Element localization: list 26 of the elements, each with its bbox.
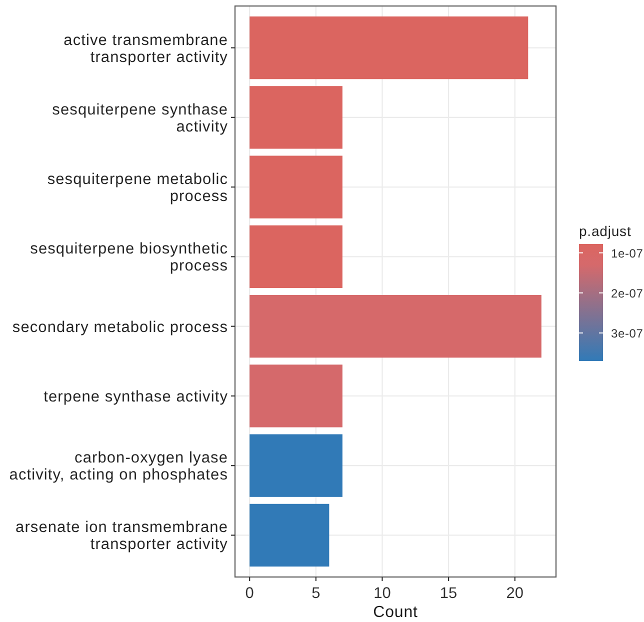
color-bar-label: 1e-07 xyxy=(611,246,644,260)
y-tick-label: sesquiterpene metabolic process xyxy=(47,171,228,206)
bar xyxy=(250,156,342,218)
x-tick-label: 20 xyxy=(506,585,524,602)
bar xyxy=(250,504,330,567)
bar xyxy=(250,364,342,428)
bar xyxy=(250,294,542,358)
bar xyxy=(250,225,342,288)
y-tick-label: secondary metabolic process xyxy=(12,318,228,336)
bar xyxy=(250,86,342,149)
x-tick-label: 0 xyxy=(245,585,254,602)
x-tick-label: 5 xyxy=(312,585,320,602)
bar xyxy=(250,434,342,497)
y-tick-label: sesquiterpene synthase activity xyxy=(52,101,228,136)
x-tick-label: 10 xyxy=(374,585,392,602)
bar xyxy=(250,16,528,80)
y-tick-label: carbon-oxygen lyase activity, acting on phosphates xyxy=(9,450,228,484)
x-tick-label: 15 xyxy=(440,585,458,602)
color-bar-label: 2e-07 xyxy=(611,286,644,300)
y-tick-label: arsenate ion transmembrane transporter activity xyxy=(16,519,228,554)
color-bar-title: p.adjust xyxy=(579,223,632,239)
x-axis-title: Count xyxy=(373,604,418,621)
y-tick-label: terpene synthase activity xyxy=(44,388,228,406)
y-tick-label: active transmembrane transporter activity xyxy=(64,32,228,66)
color-bar-label: 3e-07 xyxy=(611,326,644,340)
y-tick-label: sesquiterpene biosynthetic process xyxy=(30,240,228,275)
